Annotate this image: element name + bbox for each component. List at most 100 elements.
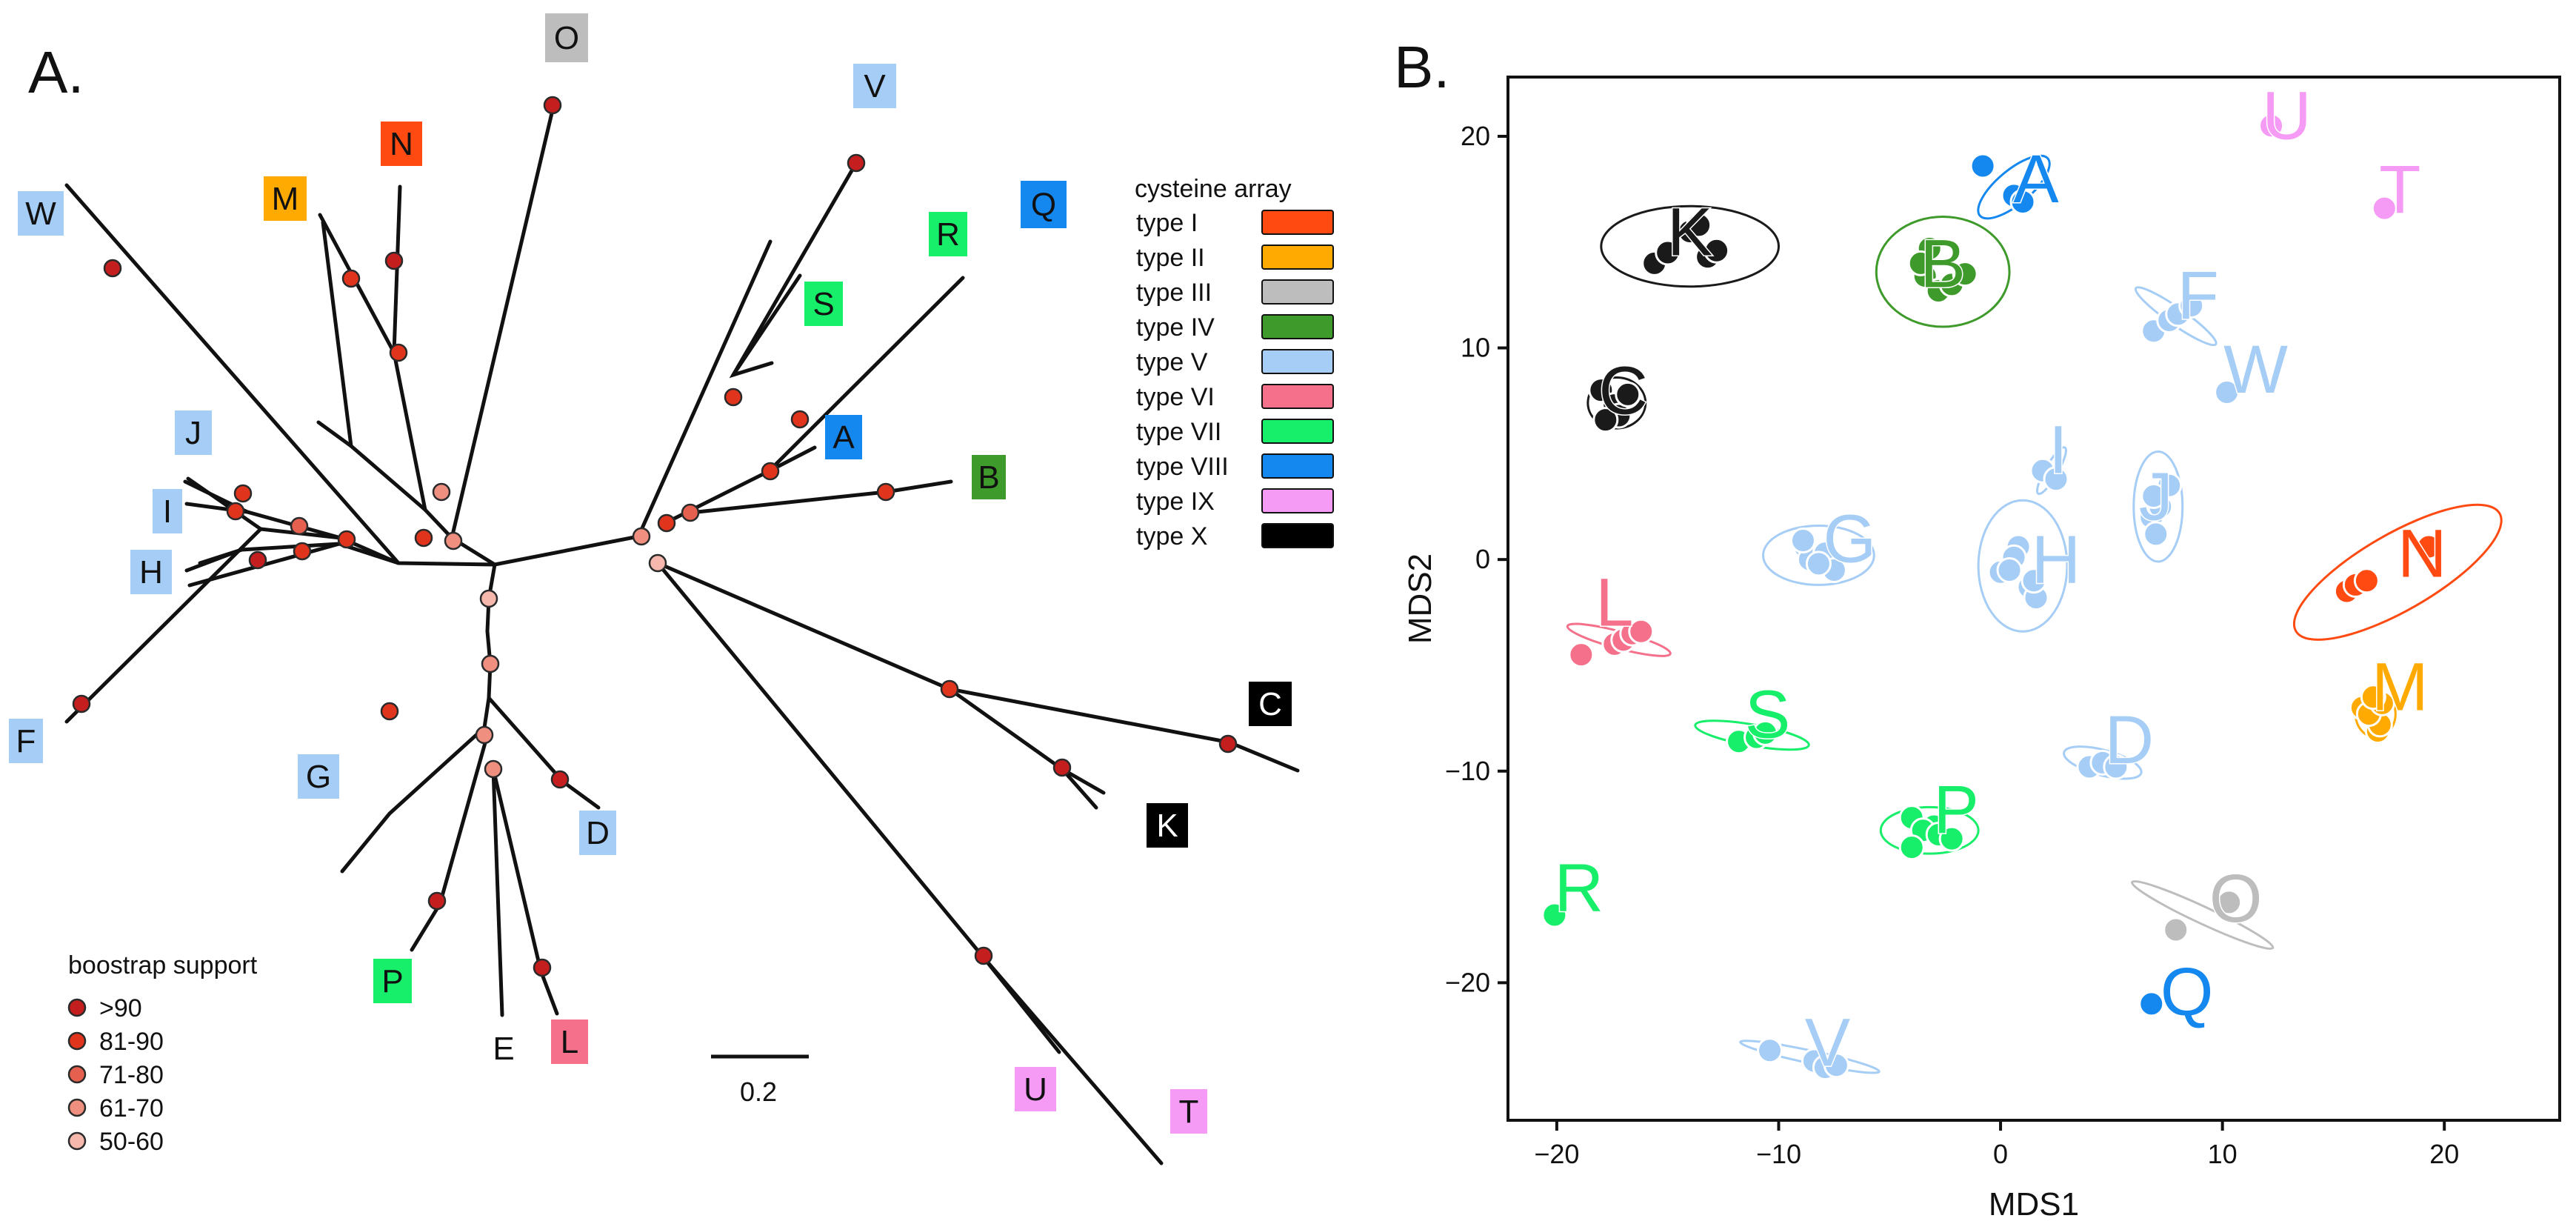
axis-ticks: −20 −10 0 10 20 −20 −10 0 10 20	[1445, 121, 2459, 1169]
legend-swatch	[1261, 245, 1334, 270]
plot-frame	[1506, 76, 2561, 1122]
point-labels: AB C D F G HIJ K L MN O P Q R S TU V W	[1553, 77, 2448, 1082]
point-g	[1789, 527, 1816, 553]
leaf-label-j: J	[175, 410, 212, 455]
bootstrap-node	[427, 891, 447, 911]
legend-swatch	[1261, 210, 1334, 235]
point-j	[2140, 482, 2167, 509]
scale-bar: 0.2	[711, 1054, 809, 1107]
point-m	[2360, 684, 2386, 711]
svg-text:I: I	[163, 493, 172, 530]
bootstrap-node	[337, 530, 356, 549]
bootstrap-legend-label: 50-60	[99, 1128, 164, 1156]
bootstrap-legend-dot	[67, 1098, 87, 1117]
legend-item-label: type III	[1136, 279, 1212, 307]
bootstrap-node	[72, 694, 91, 714]
bootstrap-node	[940, 679, 959, 699]
legend-item-label: type VIII	[1136, 453, 1229, 481]
legend-swatch	[1261, 314, 1334, 339]
point-b	[1907, 250, 1934, 276]
point-w	[2214, 379, 2240, 406]
legend-swatch	[1261, 419, 1334, 444]
leaf-label-k: K	[1147, 803, 1188, 848]
leaf-label-e: E	[493, 1031, 514, 1067]
point-o	[2163, 917, 2189, 943]
point-n	[2353, 568, 2380, 594]
bootstrap-node	[475, 725, 494, 745]
point-a	[1969, 153, 1996, 179]
leaf-label-o: O	[545, 13, 588, 62]
point-label-a: A	[2013, 142, 2059, 217]
bootstrap-legend-label: 81-90	[99, 1028, 164, 1056]
leaf-label-r: R	[929, 212, 967, 256]
bootstrap-node	[481, 654, 500, 673]
svg-text:C: C	[1258, 686, 1282, 722]
svg-text:J: J	[185, 415, 201, 451]
panel-a-label: A.	[28, 39, 84, 105]
cluster-ellipse-p	[1879, 805, 1980, 855]
y-axis-title: MDS2	[1402, 553, 1438, 644]
svg-text:O: O	[554, 20, 579, 56]
y-tick-label: 20	[1461, 121, 1490, 151]
svg-text:H: H	[139, 554, 163, 591]
bootstrap-node	[681, 503, 700, 522]
point-o	[2216, 889, 2243, 916]
bootstrap-legend-dot	[67, 1131, 87, 1151]
point-label-n: N	[2398, 516, 2446, 592]
leaf-label-d: D	[579, 811, 616, 855]
svg-text:A: A	[832, 419, 855, 456]
bootstrap-legend: boostrap support >90 81-90 71-80 61-70 50-60	[67, 951, 258, 1156]
y-tick-label: −20	[1445, 967, 1490, 997]
bootstrap-node	[847, 153, 866, 173]
point-c	[1615, 381, 1641, 408]
legend-item-label: type VI	[1136, 383, 1215, 411]
bootstrap-legend-label: 71-80	[99, 1061, 164, 1089]
svg-text:R: R	[936, 216, 960, 253]
bootstrap-node	[293, 542, 312, 561]
point-g	[1805, 551, 1832, 577]
point-r	[1541, 902, 1568, 928]
svg-text:E: E	[493, 1031, 514, 1067]
legend-item-label: type X	[1136, 522, 1207, 551]
point-h	[1996, 556, 2023, 583]
bootstrap-node	[724, 388, 743, 407]
point-k	[1704, 237, 1730, 264]
cluster-ellipse-h	[1977, 499, 2069, 633]
point-p	[1898, 834, 1925, 861]
point-label-w: W	[2223, 332, 2288, 408]
bootstrap-node	[384, 251, 404, 270]
leaf-label-v: V	[853, 64, 896, 108]
bootstrap-legend-dot	[67, 1065, 87, 1084]
cluster-ellipse-j	[2132, 450, 2184, 563]
leaf-label-u: U	[1015, 1067, 1056, 1111]
point-label-u: U	[2262, 78, 2311, 153]
legend-item-label: type V	[1136, 348, 1208, 376]
leaf-label-t: T	[1170, 1089, 1207, 1134]
point-label-h: H	[2032, 522, 2081, 598]
cysteine-legend-title: cysteine array	[1135, 175, 1292, 203]
bootstrap-node	[543, 96, 562, 115]
bootstrap-node	[248, 551, 267, 570]
cluster-ellipse-o	[2131, 879, 2275, 950]
cluster-ellipse-n	[2292, 503, 2503, 641]
bootstrap-node	[380, 702, 399, 721]
point-d	[2103, 754, 2129, 780]
legend-swatch	[1261, 488, 1334, 513]
point-v	[1823, 1052, 1849, 1079]
bootstrap-node	[226, 502, 245, 521]
leaf-label-s: S	[804, 282, 843, 326]
svg-text:N: N	[390, 126, 413, 162]
svg-text:L: L	[561, 1024, 578, 1060]
svg-text:D: D	[586, 815, 610, 851]
x-tick-label: 10	[2208, 1139, 2238, 1169]
point-label-t: T	[2379, 152, 2420, 227]
bootstrap-node	[479, 589, 498, 608]
point-label-f: F	[2178, 258, 2219, 333]
point-label-q: Q	[2160, 954, 2214, 1030]
cluster-ellipse-k	[1600, 204, 1780, 288]
y-tick-label: 10	[1461, 333, 1490, 363]
point-s	[1752, 719, 1779, 746]
bootstrap-node	[761, 462, 780, 481]
x-tick-label: 20	[2429, 1139, 2459, 1169]
point-v	[1757, 1037, 1783, 1064]
